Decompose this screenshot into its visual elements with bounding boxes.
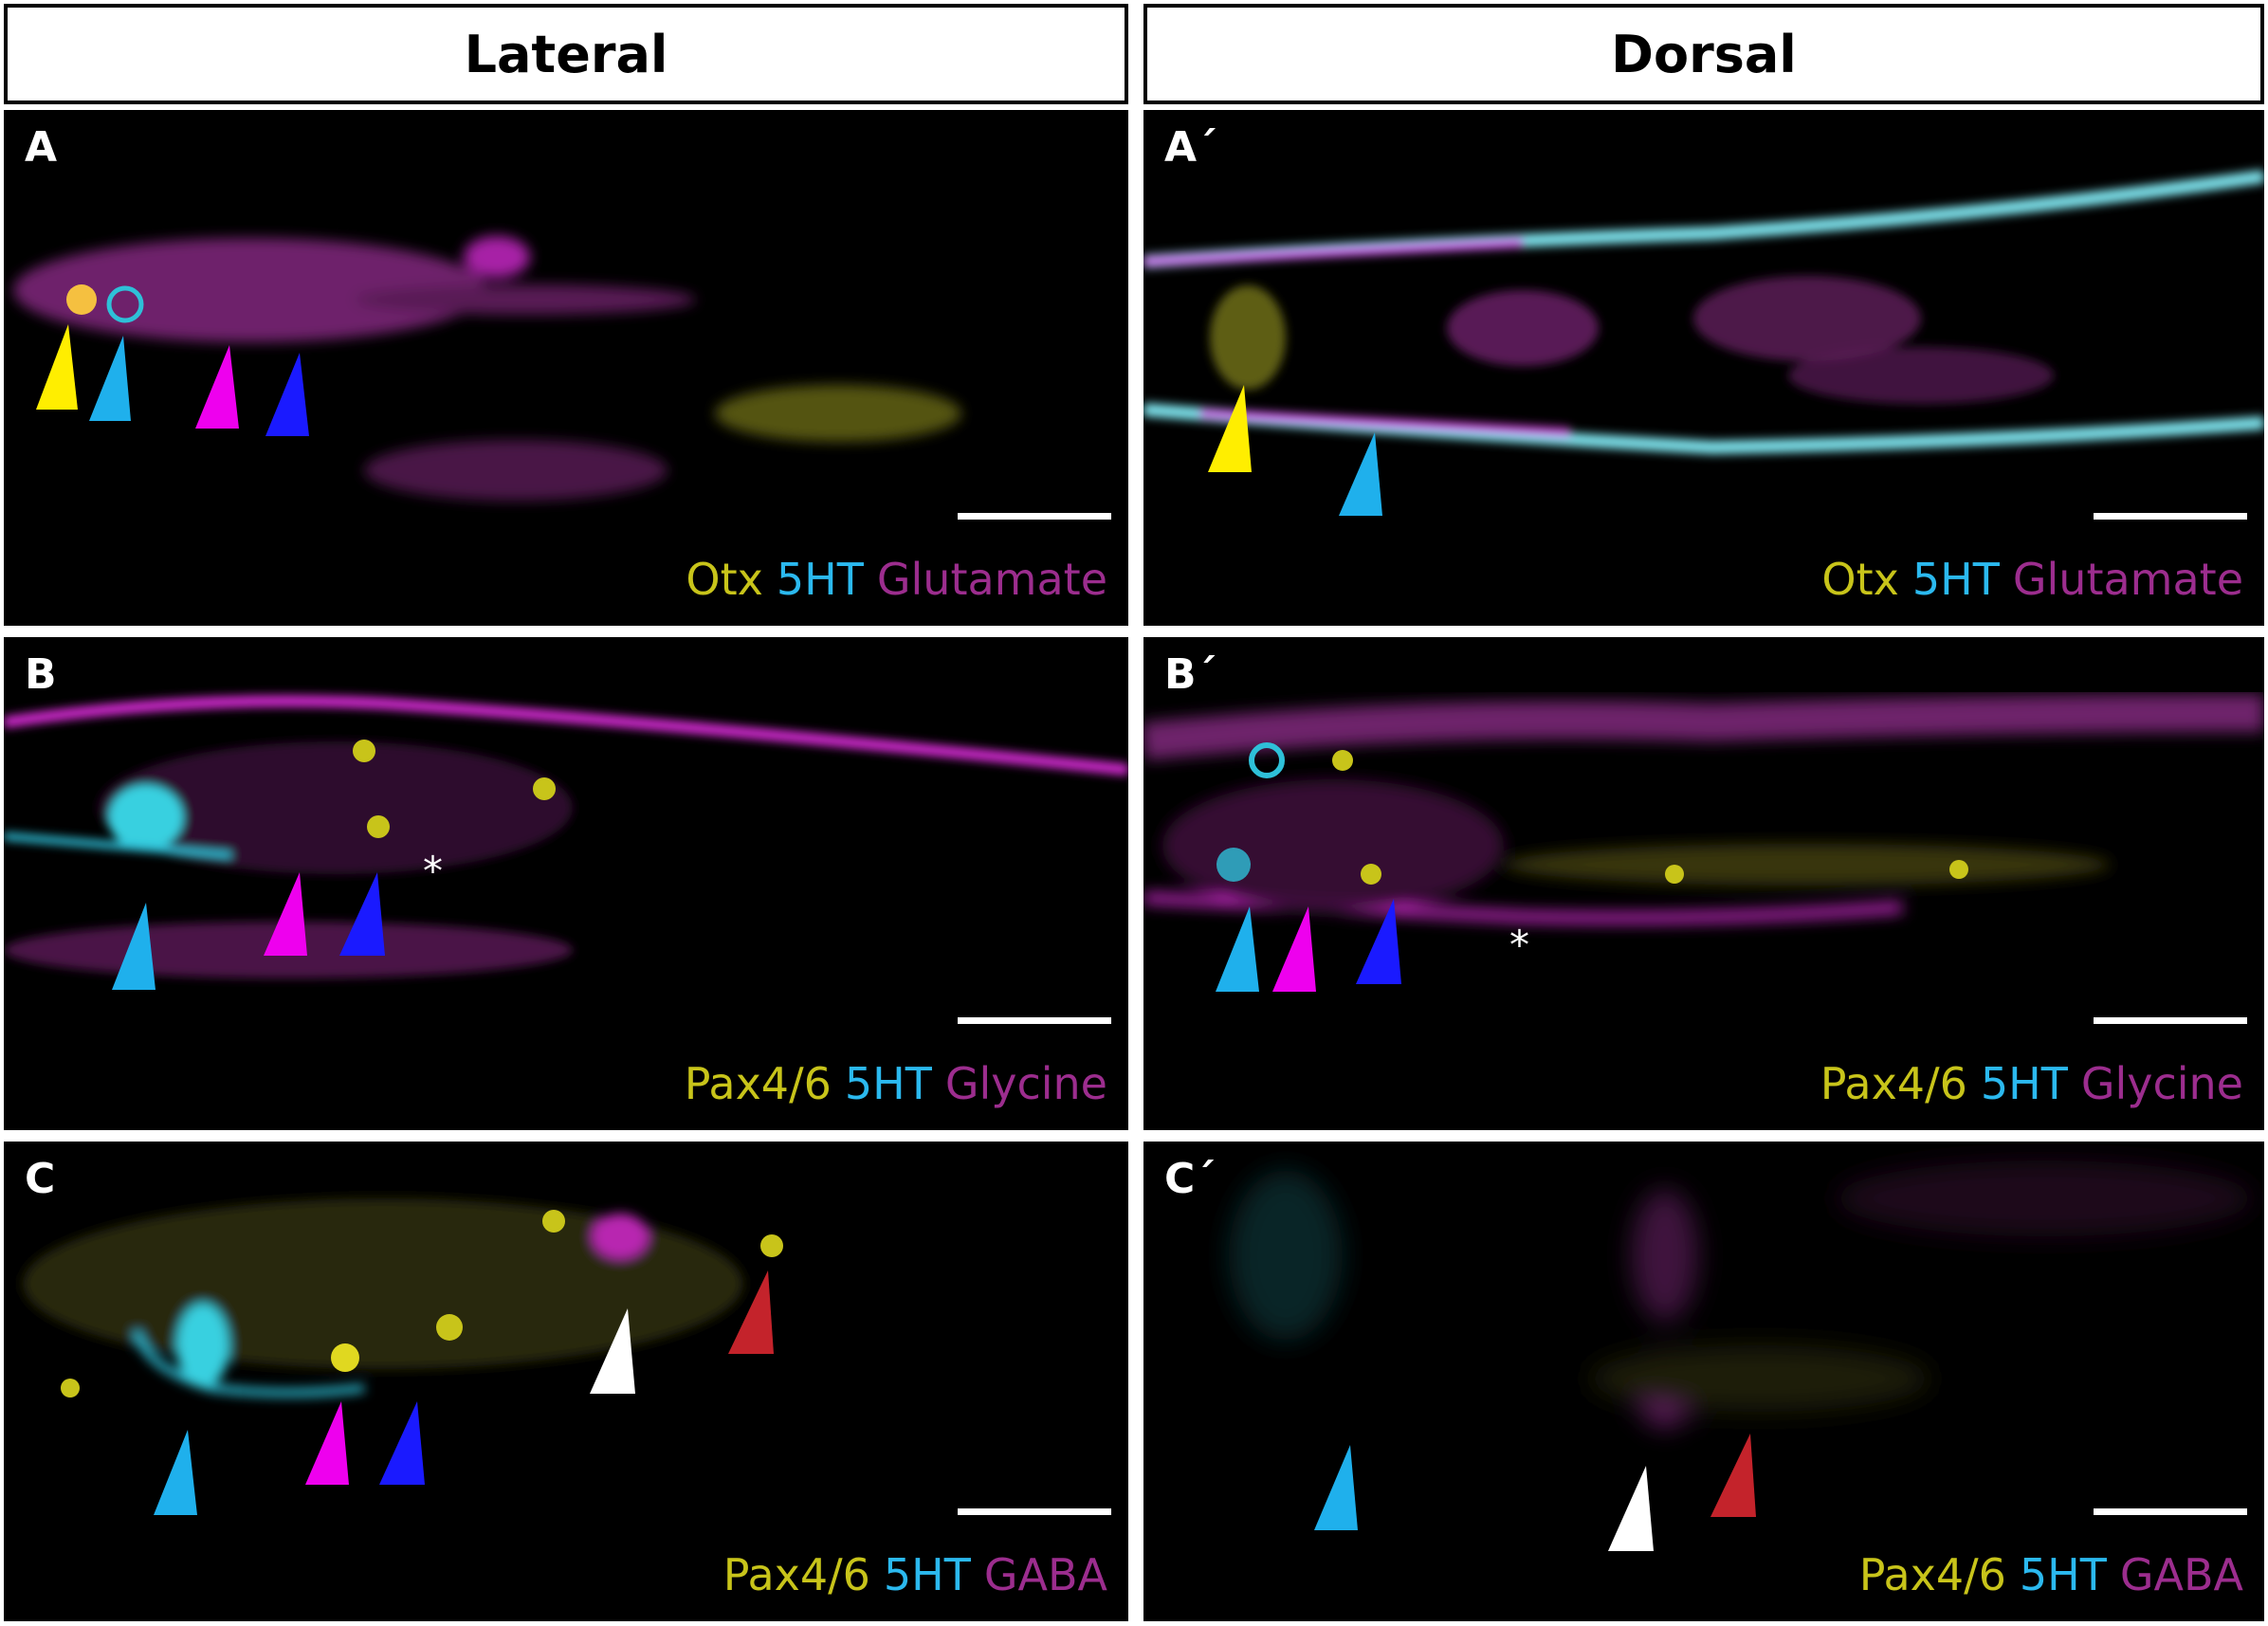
legend-yellow-channel: Otx — [1821, 554, 1899, 605]
channel-legend: Pax4/6 5HT Glycine — [1820, 1058, 2243, 1109]
legend-yellow-channel: Otx — [686, 554, 763, 605]
panel-a-micrograph — [13, 236, 961, 501]
channel-legend: Pax4/6 5HT GABA — [1859, 1549, 2243, 1600]
legend-cyan-channel: 5HT — [883, 1549, 971, 1600]
legend-cyan-channel: 5HT — [844, 1058, 932, 1109]
panel-c-micrograph — [23, 1198, 783, 1398]
panel-label: A — [25, 123, 58, 172]
channel-legend: Otx 5HT Glutamate — [686, 554, 1107, 605]
panel-a-prime-micrograph — [1143, 170, 2264, 455]
legend-magenta-channel: Glutamate — [2012, 554, 2243, 605]
panel-c-prime: C´ Pax4/6 5HT GABA — [1143, 1142, 2264, 1621]
header-dorsal: Dorsal — [1143, 4, 2264, 104]
panel-b-prime: B´ * Pax4/6 5HT Glycine — [1143, 637, 2264, 1130]
panel-c-prime-micrograph — [1229, 1160, 2253, 1426]
scale-bar — [2094, 513, 2247, 520]
panel-a: A Otx 5HT Glutamate — [4, 110, 1128, 626]
legend-magenta-channel: Glycine — [2080, 1058, 2243, 1109]
panel-b: B * Pax4/6 5HT Glycine — [4, 637, 1128, 1130]
legend-cyan-channel: 5HT — [1911, 554, 2000, 605]
channel-legend: Pax4/6 5HT GABA — [723, 1549, 1107, 1600]
asterisk-marker: * — [1509, 922, 1529, 968]
panel-b-micrograph — [4, 695, 1128, 978]
legend-magenta-channel: GABA — [983, 1549, 1107, 1600]
asterisk-marker: * — [423, 848, 443, 894]
panel-label: C — [25, 1155, 56, 1203]
panel-label: B — [25, 650, 57, 699]
scale-bar — [2094, 1017, 2247, 1024]
legend-magenta-channel: GABA — [2119, 1549, 2243, 1600]
panel-c: C Pax4/6 5HT GABA — [4, 1142, 1128, 1621]
panel-label: A´ — [1164, 123, 1218, 172]
legend-cyan-channel: 5HT — [2019, 1549, 2107, 1600]
panel-label: B´ — [1164, 650, 1217, 699]
panel-label: C´ — [1164, 1155, 1216, 1203]
panel-b-prime-micrograph — [1143, 694, 2264, 923]
scale-bar — [958, 1508, 1111, 1515]
scale-bar — [958, 1017, 1111, 1024]
scale-bar — [958, 513, 1111, 520]
scale-bar — [2094, 1508, 2247, 1515]
legend-cyan-channel: 5HT — [1980, 1058, 2068, 1109]
header-lateral: Lateral — [4, 4, 1128, 104]
legend-magenta-channel: Glutamate — [876, 554, 1107, 605]
header-lateral-text: Lateral — [464, 24, 668, 84]
legend-yellow-channel: Pax4/6 — [1858, 1549, 2006, 1600]
channel-legend: Pax4/6 5HT Glycine — [685, 1058, 1107, 1109]
legend-magenta-channel: Glycine — [944, 1058, 1107, 1109]
legend-yellow-channel: Pax4/6 — [1820, 1058, 1967, 1109]
legend-cyan-channel: 5HT — [776, 554, 864, 605]
legend-yellow-channel: Pax4/6 — [722, 1549, 870, 1600]
header-dorsal-text: Dorsal — [1611, 24, 1797, 84]
channel-legend: Otx 5HT Glutamate — [1821, 554, 2243, 605]
legend-yellow-channel: Pax4/6 — [684, 1058, 832, 1109]
panel-a-prime: A´ Otx 5HT Glutamate — [1143, 110, 2264, 626]
